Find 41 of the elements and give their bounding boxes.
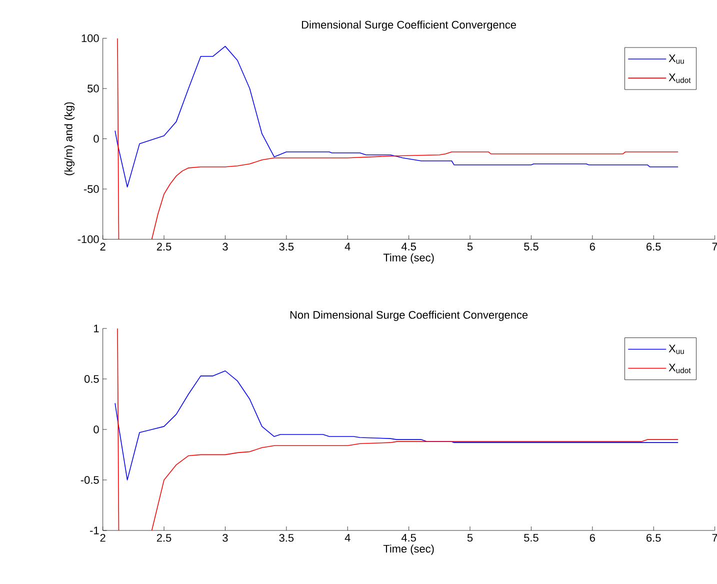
legend-label: X$_{uu}$ bbox=[668, 344, 684, 354]
x-tick-label: 7 bbox=[712, 534, 717, 542]
x-tick-label: 3.5 bbox=[279, 242, 294, 251]
y-tick-label: -100 bbox=[78, 235, 99, 244]
x-tick-label: 3 bbox=[222, 242, 228, 251]
x-tick-label: 6 bbox=[590, 242, 595, 251]
x-tick-label: 6.5 bbox=[646, 242, 661, 251]
y-tick-label: 0 bbox=[94, 134, 99, 143]
y-tick-label: 50 bbox=[88, 84, 99, 92]
y-axis-title: (kg/m) and (kg) bbox=[64, 102, 75, 176]
x-tick-label: 5.5 bbox=[524, 534, 538, 542]
legend-label: X$_{udot}$ bbox=[668, 364, 691, 374]
x-tick-label: 5 bbox=[467, 242, 473, 250]
legend-label: X$_{uu}$ bbox=[668, 54, 684, 64]
x-tick-label: 4.5 bbox=[401, 242, 416, 250]
x-tick-label: 3 bbox=[222, 534, 228, 542]
y-tick-label: 100 bbox=[82, 34, 99, 42]
x-tick-label: 4 bbox=[344, 534, 350, 542]
y-tick-label: -0.5 bbox=[80, 476, 99, 484]
x-tick-label: 7 bbox=[712, 242, 717, 250]
y-tick-label: 0.5 bbox=[84, 375, 99, 383]
y-tick-label: 0 bbox=[94, 426, 99, 434]
x-tick-label: 2 bbox=[100, 242, 106, 250]
x-axis-title: Time (sec) bbox=[383, 544, 434, 555]
x-tick-label: 2.5 bbox=[156, 534, 172, 542]
x-axis-title: Time (sec) bbox=[383, 253, 434, 264]
x-tick-label: 6.5 bbox=[646, 534, 661, 542]
x-tick-label: 5.5 bbox=[524, 242, 538, 250]
x-tick-label: 6 bbox=[590, 534, 595, 542]
y-tick-label: -1 bbox=[90, 526, 99, 534]
y-tick-label: 1 bbox=[94, 324, 99, 332]
x-tick-label: 3.5 bbox=[279, 534, 294, 542]
chart-title: Non Dimensional Surge Coefficient Convergence bbox=[290, 310, 528, 321]
x-tick-label: 4 bbox=[344, 242, 350, 250]
chart-title: Dimensional Surge Coefficient Convergence bbox=[302, 20, 516, 31]
y-tick-label: -50 bbox=[84, 185, 99, 193]
x-tick-label: 2.5 bbox=[156, 242, 172, 251]
x-tick-label: 2 bbox=[100, 534, 106, 542]
x-tick-label: 4.5 bbox=[401, 534, 416, 542]
legend-label: X$_{udot}$ bbox=[668, 74, 691, 83]
x-tick-label: 5 bbox=[467, 534, 473, 542]
